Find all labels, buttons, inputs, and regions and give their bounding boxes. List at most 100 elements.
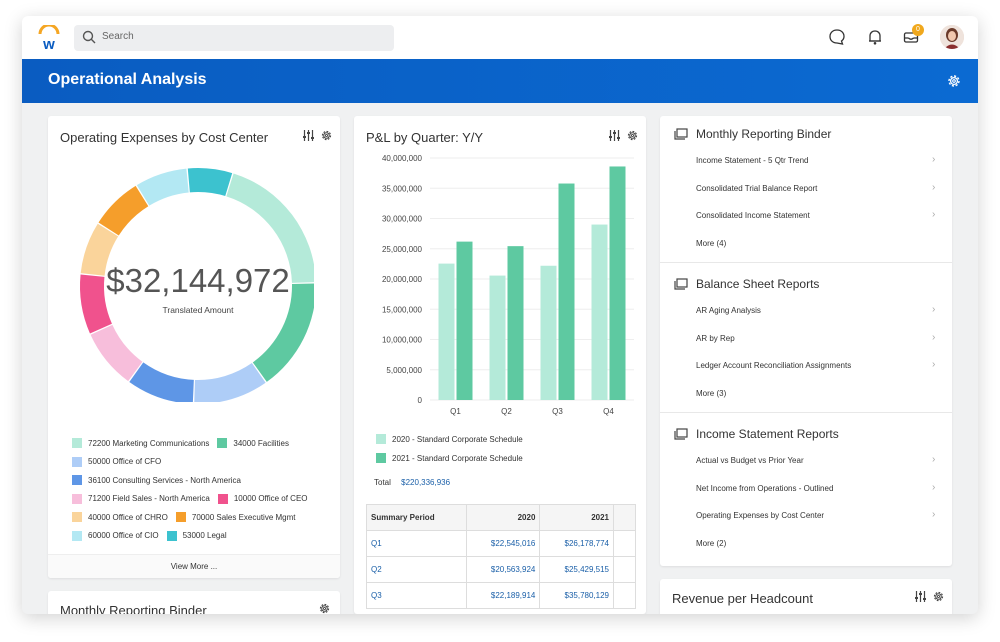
report-link[interactable]: AR Aging Analysis [696, 306, 761, 315]
section-divider [660, 262, 952, 263]
chevron-right-icon: › [932, 182, 936, 193]
table-cell[interactable]: Q3 [366, 582, 467, 609]
table-cell[interactable]: $25,429,515 [539, 556, 614, 583]
legend-item[interactable]: 72200 Marketing Communications [72, 438, 209, 449]
bar-q3-series-1[interactable] [558, 183, 575, 400]
workday-logo-icon[interactable]: w [38, 25, 60, 51]
chevron-right-icon: › [932, 359, 936, 370]
bar-q2-series-0[interactable] [489, 275, 506, 400]
report-link[interactable]: Income Statement - 5 Qtr Trend [696, 156, 809, 165]
y-tick-label: 30,000,000 [382, 215, 423, 224]
report-link[interactable]: Net Income from Operations - Outlined [696, 484, 834, 493]
legend-item[interactable]: 53000 Legal [166, 530, 227, 541]
donut-slice-6[interactable] [80, 223, 119, 276]
y-tick-label: 20,000,000 [382, 275, 423, 284]
bar-q3-series-0[interactable] [540, 265, 557, 400]
column-header[interactable]: 2021 [539, 504, 614, 531]
notifications-bell-icon[interactable] [866, 28, 884, 46]
legend-item[interactable]: 34000 Facilities [217, 438, 289, 449]
legend-item[interactable]: 10000 Office of CEO [217, 493, 308, 504]
column-header[interactable]: Summary Period [366, 504, 467, 531]
settings-gear-icon[interactable] [318, 602, 331, 614]
more-link[interactable]: More (4) [696, 239, 727, 248]
legend-item[interactable]: 71200 Field Sales - North America [72, 493, 210, 504]
chevron-right-icon: › [932, 332, 936, 343]
bar-q4-series-1[interactable] [609, 166, 626, 400]
y-tick-label: 10,000,000 [382, 336, 423, 345]
y-tick-label: 35,000,000 [382, 184, 423, 193]
x-tick-label: Q2 [501, 407, 512, 416]
legend-item[interactable]: 70000 Sales Executive Mgmt [175, 512, 296, 523]
legend-item[interactable]: 40000 Office of CHRO [72, 512, 168, 523]
report-stack-icon [674, 128, 688, 140]
donut-slice-7[interactable] [98, 185, 149, 236]
donut-slice-3[interactable] [129, 362, 194, 402]
settings-gear-icon[interactable] [320, 129, 333, 142]
legend-row: 71200 Field Sales - North America 10000 O… [72, 490, 340, 509]
section-title: Income Statement Reports [696, 427, 839, 441]
view-more-link[interactable]: View More ... [48, 554, 340, 578]
total-value[interactable]: $220,336,936 [401, 478, 451, 487]
search-box[interactable]: Search [74, 25, 394, 51]
section-balance-sheet-reports: Balance Sheet Reports AR Aging Analysis … [660, 266, 952, 412]
legend-label: 2020 - Standard Corporate Schedule [392, 434, 523, 444]
report-link[interactable]: Consolidated Trial Balance Report [696, 184, 818, 193]
search-placeholder: Search [102, 31, 134, 42]
legend-row: 36100 Consulting Services - North Americ… [72, 471, 340, 490]
inbox-icon[interactable] [902, 28, 920, 46]
search-icon [82, 30, 96, 44]
legend-label: 40000 Office of CHRO [88, 512, 168, 522]
report-link[interactable]: Operating Expenses by Cost Center [696, 511, 825, 520]
chat-icon[interactable] [828, 28, 846, 46]
filter-sliders-icon[interactable] [608, 129, 621, 142]
x-tick-label: Q1 [450, 407, 461, 416]
settings-gear-icon[interactable] [932, 590, 945, 603]
filter-sliders-icon[interactable] [302, 129, 315, 142]
table-cell[interactable]: $22,545,016 [465, 530, 541, 557]
legend-item[interactable]: 60000 Office of CIO [72, 530, 159, 541]
table-cell[interactable]: $22,189,914 [465, 582, 541, 609]
table-cell[interactable]: $20,563,924 [465, 556, 541, 583]
opex-legend: 72200 Marketing Communications 34000 Faci… [72, 434, 340, 545]
legend-item[interactable]: 36100 Consulting Services - North Americ… [72, 475, 241, 486]
donut-slice-9[interactable] [187, 168, 233, 197]
donut-slice-2[interactable] [194, 363, 266, 402]
top-bar: w Search 0 [22, 16, 978, 59]
bar-q4-series-0[interactable] [591, 224, 608, 400]
legend-swatch [166, 530, 177, 541]
card-title: Monthly Reporting Binder [60, 603, 207, 614]
inbox-count-badge: 0 [912, 24, 924, 36]
legend-row: 50000 Office of CFO [72, 453, 340, 472]
table-cell[interactable]: $26,178,774 [539, 530, 614, 557]
legend-label: 36100 Consulting Services - North Americ… [88, 475, 241, 485]
page-settings-gear-icon[interactable] [946, 73, 962, 89]
report-link[interactable]: AR by Rep [696, 334, 735, 343]
table-cell-empty [613, 556, 636, 583]
more-link[interactable]: More (2) [696, 539, 727, 548]
donut-slice-8[interactable] [136, 168, 189, 206]
table-cell[interactable]: $35,780,129 [539, 582, 614, 609]
pl-card: P&L by Quarter: Y/Y 0 5,000,000 10,000,000… [354, 116, 646, 614]
user-avatar[interactable] [940, 25, 964, 49]
bar-q2-series-1[interactable] [507, 246, 524, 400]
bar-q1-series-0[interactable] [438, 263, 455, 400]
table-cell[interactable]: Q1 [366, 530, 467, 557]
pl-card-title: P&L by Quarter: Y/Y [366, 130, 484, 145]
report-link[interactable]: Actual vs Budget vs Prior Year [696, 456, 804, 465]
donut-slice-4[interactable] [90, 324, 143, 382]
y-tick-label: 0 [418, 396, 423, 405]
report-link[interactable]: Ledger Account Reconciliation Assignment… [696, 361, 852, 370]
more-link[interactable]: More (3) [696, 389, 727, 398]
donut-slice-1[interactable] [252, 283, 314, 382]
report-link[interactable]: Consolidated Income Statement [696, 211, 810, 220]
table-cell[interactable]: Q2 [366, 556, 467, 583]
x-tick-label: Q4 [603, 407, 614, 416]
pl-legend-item-2020: 2020 - Standard Corporate Schedule [376, 434, 523, 444]
donut-slice-5[interactable] [80, 274, 112, 334]
bar-q1-series-1[interactable] [456, 241, 473, 400]
settings-gear-icon[interactable] [626, 129, 639, 142]
column-header[interactable]: 2020 [465, 504, 541, 531]
legend-item[interactable]: 50000 Office of CFO [72, 456, 161, 467]
donut-slice-0[interactable] [226, 173, 314, 283]
filter-sliders-icon[interactable] [914, 590, 927, 603]
